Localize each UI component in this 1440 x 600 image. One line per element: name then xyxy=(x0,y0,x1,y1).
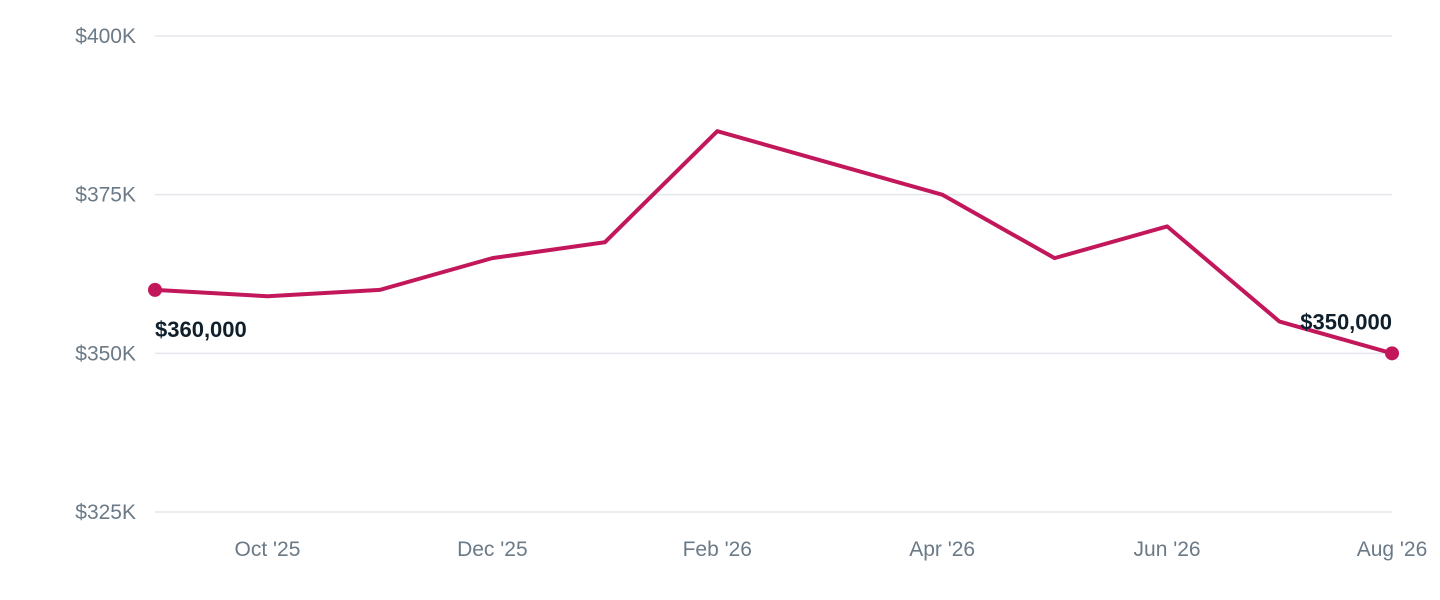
data-labels: $360,000 $350,000 xyxy=(155,309,1392,342)
y-tick-label: $325K xyxy=(75,501,136,524)
y-tick-label: $400K xyxy=(75,25,136,48)
y-tick-label: $350K xyxy=(75,342,136,365)
x-axis-ticks: Oct '25 Dec '25 Feb '26 Apr '26 Jun '26 Aug '… xyxy=(235,538,1428,561)
x-tick-label: Dec '25 xyxy=(457,538,528,561)
gridlines xyxy=(155,35,1392,513)
x-tick-label: Jun '26 xyxy=(1134,538,1201,561)
series-points xyxy=(148,282,1399,361)
y-axis-ticks: $400K $375K $350K $325K xyxy=(75,25,136,524)
series-lines xyxy=(153,129,1394,356)
series-line-0 xyxy=(153,129,1394,356)
endpoint-marker xyxy=(148,282,162,297)
x-tick-label: Oct '25 xyxy=(235,538,301,561)
x-tick-label: Apr '26 xyxy=(909,538,975,561)
data-label: $350,000 xyxy=(1300,309,1392,334)
x-tick-label: Aug '26 xyxy=(1357,538,1428,561)
y-tick-label: $375K xyxy=(75,184,136,207)
x-tick-label: Feb '26 xyxy=(683,538,752,561)
endpoint-marker xyxy=(1385,346,1399,361)
data-label: $360,000 xyxy=(155,317,247,342)
